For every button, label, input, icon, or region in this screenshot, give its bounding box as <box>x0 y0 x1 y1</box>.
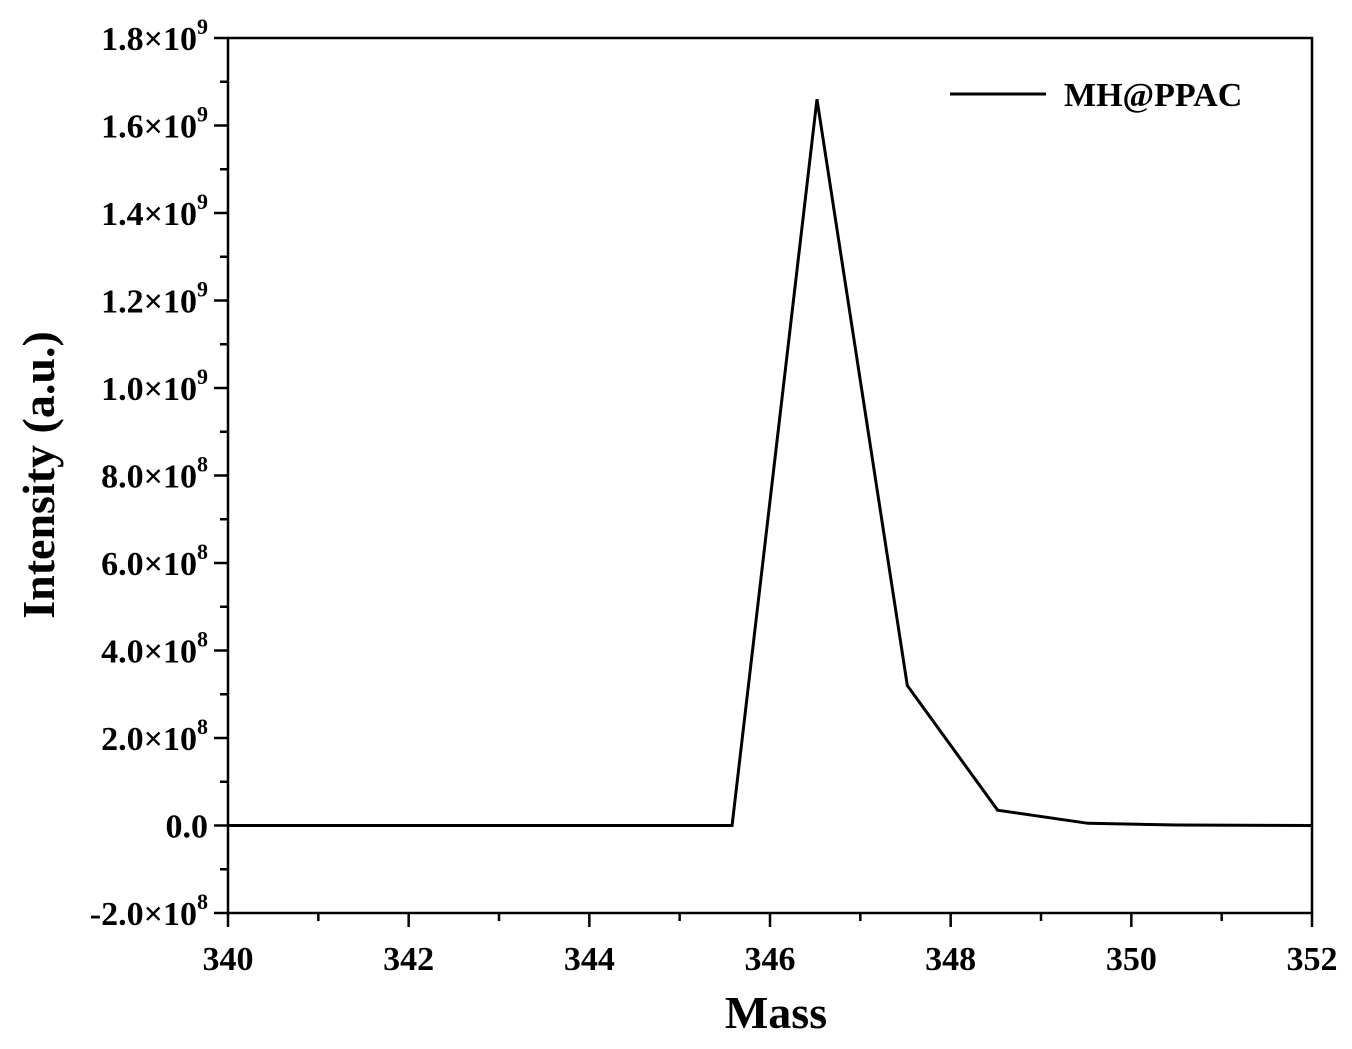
y-tick-label: 8.0×108 <box>101 452 208 496</box>
legend: MH@PPAC <box>950 77 1242 114</box>
x-tick-label: 348 <box>925 941 976 978</box>
y-tick-label: 1.0×109 <box>101 364 208 408</box>
y-tick-label: 1.6×109 <box>101 102 208 146</box>
y-axis-ticks <box>214 36 228 915</box>
series-line-mh-ppac <box>228 99 1313 827</box>
y-tick-label: 1.2×109 <box>101 277 208 321</box>
y-axis-tick-labels: -2.0×108 0.0 2.0×108 4.0×108 6.0×108 8.0×108 1… <box>90 14 208 933</box>
plot-frame <box>226 36 1314 915</box>
y-tick-label: 4.0×108 <box>101 627 208 671</box>
x-axis-tick-labels: 340 342 344 346 348 350 352 <box>203 941 1338 978</box>
series-layer <box>228 99 1313 827</box>
x-tick-label: 344 <box>564 941 615 978</box>
x-axis-title: Mass <box>725 987 827 1038</box>
x-tick-label: 352 <box>1287 941 1338 978</box>
x-axis-ticks <box>226 913 1314 927</box>
y-axis-title: Intensity (a.u.) <box>13 331 64 619</box>
y-tick-label: 0.0 <box>166 809 209 846</box>
y-tick-label: -2.0×108 <box>90 889 208 933</box>
x-tick-label: 350 <box>1106 941 1157 978</box>
y-tick-label: 2.0×108 <box>101 714 208 758</box>
x-tick-label: 342 <box>383 941 434 978</box>
y-tick-label: 6.0×108 <box>101 539 208 583</box>
x-tick-label: 340 <box>203 941 254 978</box>
legend-label-mh-ppac: MH@PPAC <box>1064 77 1242 114</box>
x-tick-label: 346 <box>745 941 796 978</box>
y-tick-label: 1.4×109 <box>101 189 208 233</box>
y-tick-label: 1.8×109 <box>101 14 208 58</box>
